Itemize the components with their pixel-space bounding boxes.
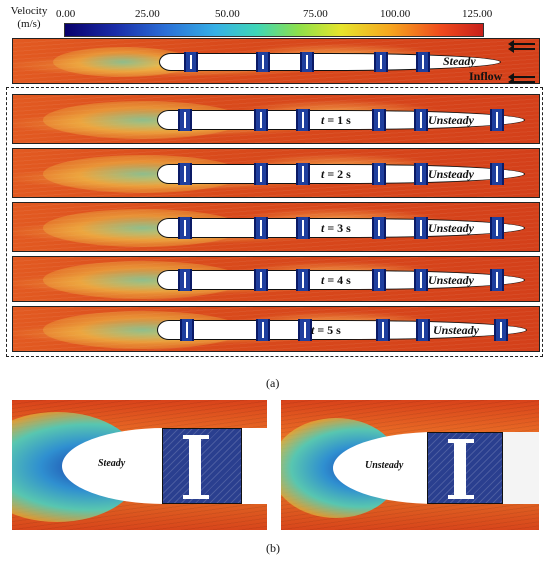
colorbar-tick-0: 0.00 [56, 8, 76, 20]
bogie [296, 163, 310, 185]
train-body [503, 432, 539, 504]
velocity-colorbar [64, 23, 484, 37]
unsteady-label-5: Unsteady [433, 323, 479, 337]
unsteady-panel-2: t = 2 s Unsteady [12, 148, 540, 198]
bogie [490, 269, 504, 291]
train-body [157, 163, 525, 185]
steady-label: Steady [443, 54, 476, 68]
inflow-arrow [508, 73, 535, 81]
bogie [254, 269, 268, 291]
colorbar-tick-4: 100.00 [380, 8, 411, 20]
steady-zoom-label: Steady [98, 458, 126, 469]
bogie [372, 217, 386, 239]
bogie-cavity [427, 432, 503, 504]
colorbar-title: Velocity (m/s) [4, 5, 54, 31]
bogie [490, 109, 504, 131]
bogie [178, 109, 192, 131]
bogie [372, 163, 386, 185]
bogie [490, 163, 504, 185]
bogie [372, 109, 386, 131]
unsteady-label-2: Unsteady [428, 167, 474, 181]
unsteady-panel-5: t = 5 s Unsteady [12, 306, 540, 352]
bogie [178, 163, 192, 185]
bogie [372, 269, 386, 291]
bogie [296, 269, 310, 291]
inflow-label: Inflow [469, 69, 503, 83]
bogie [414, 109, 428, 131]
colorbar-tick-2: 50.00 [215, 8, 240, 20]
unsteady-group-frame [6, 87, 543, 357]
bogie [298, 319, 312, 341]
bogie [300, 52, 314, 72]
bogie [414, 217, 428, 239]
caption-b: (b) [266, 541, 280, 555]
inflow-arrow [508, 40, 535, 48]
time-label-2: t = 2 s [321, 167, 351, 181]
bogie [256, 319, 270, 341]
bogie [184, 52, 198, 72]
unsteady-panel-4: t = 4 s Unsteady [12, 256, 540, 302]
bogie [490, 217, 504, 239]
train-body [157, 109, 525, 131]
bogie-cavity [162, 428, 242, 504]
bogie [414, 269, 428, 291]
bogie [374, 52, 388, 72]
bogie [178, 217, 192, 239]
inflow-arrow [508, 45, 535, 53]
inflow-arrow [508, 78, 535, 83]
bogie [180, 319, 194, 341]
colorbar-title-line1: Velocity [10, 5, 48, 17]
time-label-5: t = 5 s [311, 323, 341, 337]
bogie [254, 217, 268, 239]
unsteady-label-4: Unsteady [428, 273, 474, 287]
time-label-4: t = 4 s [321, 273, 351, 287]
time-label-1: t = 1 s [321, 113, 351, 127]
bogie [178, 269, 192, 291]
unsteady-zoom-label: Unsteady [365, 460, 404, 471]
colorbar-tick-3: 75.00 [303, 8, 328, 20]
bogie [256, 52, 270, 72]
bogie [494, 319, 508, 341]
train-body [157, 217, 525, 239]
train-body [159, 52, 501, 72]
unsteady-label-3: Unsteady [428, 221, 474, 235]
bogie [376, 319, 390, 341]
train-body [157, 319, 527, 341]
unsteady-panel-3: t = 3 s Unsteady [12, 202, 540, 252]
steady-zoom-panel: Steady [12, 400, 267, 530]
unsteady-zoom-panel: Unsteady [281, 400, 539, 530]
unsteady-panel-1: t = 1 s Unsteady [12, 94, 540, 144]
colorbar-title-line2: (m/s) [17, 18, 41, 30]
bogie [254, 163, 268, 185]
unsteady-label-1: Unsteady [428, 113, 474, 127]
bogie [296, 109, 310, 131]
train-body [157, 269, 525, 291]
colorbar-tick-1: 25.00 [135, 8, 160, 20]
bogie [416, 319, 430, 341]
colorbar-tick-5: 125.00 [462, 8, 493, 20]
bogie [254, 109, 268, 131]
bogie [414, 163, 428, 185]
steady-flow-panel: Steady Inflow [12, 38, 540, 84]
bogie [296, 217, 310, 239]
caption-a: (a) [266, 376, 280, 390]
bogie [416, 52, 430, 72]
time-label-3: t = 3 s [321, 221, 351, 235]
